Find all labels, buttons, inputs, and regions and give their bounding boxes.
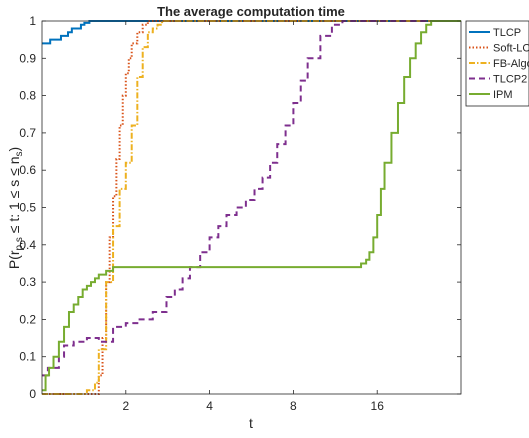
y-tick-label: 0.5 bbox=[19, 201, 36, 215]
x-axis-ticks: 2 4 8 16 bbox=[122, 21, 384, 413]
y-axis-label: P(rp,s ≤ t: 1 ≤ s ≤ ns) bbox=[6, 147, 25, 269]
x-axis-label: t bbox=[249, 415, 253, 431]
y-label-middle: ≤ t: 1 ≤ s ≤ n bbox=[6, 157, 22, 238]
y-tick-label: 0 bbox=[29, 387, 36, 401]
x-tick-label: 2 bbox=[122, 399, 129, 413]
y-tick-label: 1 bbox=[29, 14, 36, 28]
y-tick-label: 0.6 bbox=[19, 163, 36, 177]
x-tick-label: 8 bbox=[290, 399, 297, 413]
legend: TLCP Soft-LCP FB-Algorithm TLCP2 IPM bbox=[465, 20, 529, 107]
x-tick-label: 4 bbox=[206, 399, 213, 413]
series-line-tlcp bbox=[42, 20, 461, 45]
legend-label-fb-algorithm: FB-Algorithm bbox=[493, 58, 529, 70]
y-label-subscript: p,s bbox=[14, 237, 25, 250]
series-line-tlcp2 bbox=[42, 20, 461, 377]
y-label-end: ) bbox=[6, 147, 22, 152]
chart-title: The average computation time bbox=[157, 4, 345, 19]
y-tick-label: 0.4 bbox=[19, 238, 36, 252]
legend-label-tlcp: TLCP bbox=[493, 27, 521, 39]
legend-label-ipm: IPM bbox=[493, 89, 513, 101]
y-tick-label: 0.8 bbox=[19, 89, 36, 103]
series-line-fb-algorithm bbox=[42, 20, 461, 395]
y-label-subscript-2: s bbox=[14, 152, 25, 157]
y-tick-label: 0.3 bbox=[19, 275, 36, 289]
plot-area bbox=[42, 21, 461, 394]
y-tick-label: 0.9 bbox=[19, 51, 36, 65]
y-tick-label: 0.1 bbox=[19, 350, 36, 364]
legend-label-tlcp2: TLCP2 bbox=[493, 74, 527, 86]
series-line-soft-lcp bbox=[42, 20, 461, 395]
y-axis-ticks: 0 0.1 0.2 0.3 0.4 0.5 0.6 0.7 0.8 0.9 1 bbox=[19, 14, 461, 401]
legend-box bbox=[465, 20, 529, 107]
series-line-ipm bbox=[42, 20, 461, 392]
legend-label-soft-lcp: Soft-LCP bbox=[493, 43, 529, 55]
y-tick-label: 0.2 bbox=[19, 312, 36, 326]
y-tick-label: 0.7 bbox=[19, 126, 36, 140]
y-label-main: P(r bbox=[6, 250, 22, 269]
series-layer bbox=[42, 20, 461, 395]
x-tick-label: 16 bbox=[371, 399, 385, 413]
